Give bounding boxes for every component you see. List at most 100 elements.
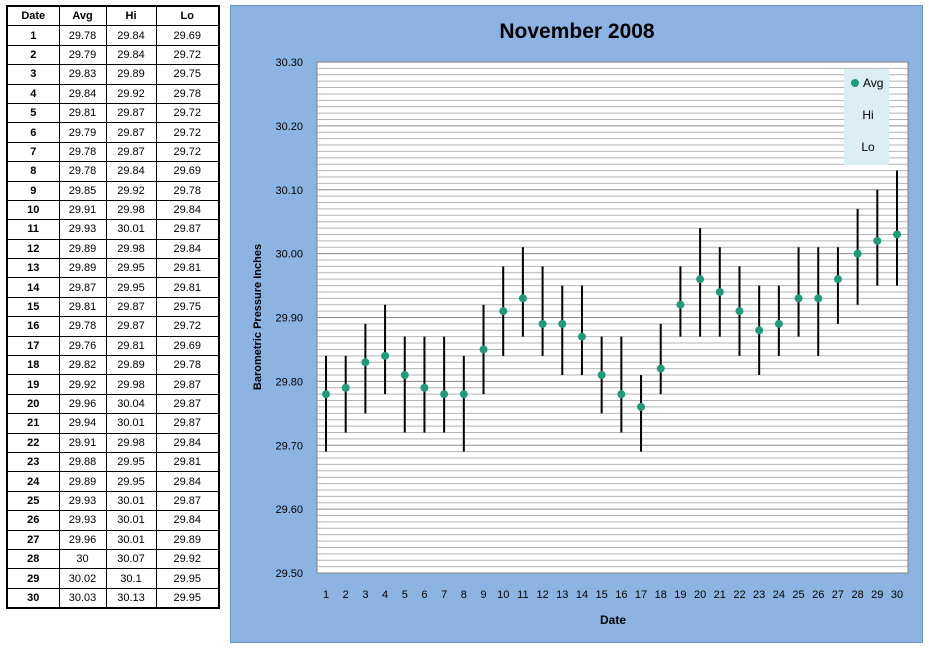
avg-point — [558, 319, 567, 328]
cell-date: 11 — [6, 219, 60, 240]
avg-point — [499, 307, 508, 316]
cell-avg: 29.76 — [58, 335, 107, 357]
cell-hi: 30.13 — [105, 587, 157, 609]
cell-avg: 29.93 — [58, 510, 107, 531]
avg-point — [873, 236, 882, 245]
cell-lo: 29.89 — [155, 529, 220, 550]
x-tick-label: 5 — [402, 589, 408, 601]
plot-frame — [316, 61, 909, 574]
cell-lo: 29.81 — [155, 258, 220, 279]
cell-avg: 29.88 — [58, 451, 107, 473]
table-row: 10 29.91 29.98 29.84 — [6, 199, 220, 221]
cell-date: 7 — [6, 141, 60, 163]
x-tick-label: 17 — [635, 589, 647, 601]
avg-markers — [322, 230, 901, 411]
cell-avg: 29.78 — [58, 25, 107, 46]
cell-lo: 29.87 — [155, 490, 220, 512]
x-tick-label: 26 — [812, 589, 824, 601]
cell-lo: 29.81 — [155, 277, 220, 298]
y-axis-label: Barometric Pressure Inches — [252, 244, 264, 390]
legend-avg-marker — [851, 79, 859, 87]
header-avg: Avg — [58, 5, 107, 27]
x-tick-label: 19 — [674, 589, 686, 601]
avg-point — [597, 370, 606, 379]
header-lo: Lo — [155, 5, 220, 27]
y-tick-label: 29.90 — [275, 313, 303, 325]
cell-hi: 29.84 — [105, 25, 157, 46]
table-row: 13 29.89 29.95 29.81 — [6, 258, 220, 279]
cell-date: 9 — [6, 180, 60, 201]
x-tick-label: 28 — [851, 589, 863, 601]
avg-point — [755, 326, 764, 335]
y-tick-label: 30.20 — [275, 121, 303, 133]
cell-hi: 29.98 — [105, 432, 157, 453]
y-tick-label: 29.60 — [275, 504, 303, 516]
x-tick-label: 15 — [596, 589, 608, 601]
cell-date: 14 — [6, 277, 60, 298]
cell-lo: 29.81 — [155, 451, 220, 473]
cell-avg: 29.91 — [58, 432, 107, 453]
y-tick-label: 29.50 — [275, 568, 303, 580]
x-tick-label: 11 — [517, 589, 528, 601]
cell-hi: 30.01 — [105, 219, 157, 240]
table-row: 7 29.78 29.87 29.72 — [6, 141, 220, 163]
x-tick-label: 18 — [655, 589, 667, 601]
cell-lo: 29.87 — [155, 374, 220, 395]
cell-lo: 29.87 — [155, 393, 220, 415]
table-row: 30 30.03 30.13 29.95 — [6, 587, 220, 609]
cell-lo: 29.72 — [155, 102, 220, 124]
x-tick-label: 1 — [323, 589, 329, 601]
x-tick-label: 6 — [421, 589, 427, 601]
cell-date: 28 — [6, 548, 60, 570]
cell-lo: 29.84 — [155, 238, 220, 260]
cell-hi: 30.07 — [105, 548, 157, 570]
cell-hi: 30.1 — [105, 568, 157, 589]
table-row: 23 29.88 29.95 29.81 — [6, 451, 220, 473]
x-tick-label: 22 — [733, 589, 745, 601]
cell-avg: 29.93 — [58, 490, 107, 512]
cell-avg: 29.93 — [58, 219, 107, 240]
y-tick-label: 30.10 — [275, 185, 303, 197]
x-tick-label: 4 — [382, 589, 388, 601]
cell-date: 22 — [6, 432, 60, 453]
cell-avg: 29.89 — [58, 258, 107, 279]
cell-hi: 29.81 — [105, 335, 157, 357]
cell-avg: 29.96 — [58, 393, 107, 415]
cell-lo: 29.87 — [155, 219, 220, 240]
cell-hi: 30.01 — [105, 510, 157, 531]
table-row: 28 30 30.07 29.92 — [6, 548, 220, 570]
cell-date: 19 — [6, 374, 60, 395]
cell-avg: 29.82 — [58, 355, 107, 376]
cell-date: 1 — [6, 25, 60, 46]
cell-avg: 29.85 — [58, 180, 107, 201]
table-row: 22 29.91 29.98 29.84 — [6, 432, 220, 453]
cell-avg: 29.89 — [58, 471, 107, 492]
legend-hi-label: Hi — [862, 108, 873, 122]
cell-avg: 29.81 — [58, 296, 107, 318]
avg-point — [400, 370, 409, 379]
table-row: 12 29.89 29.98 29.84 — [6, 238, 220, 260]
header-date: Date — [6, 5, 60, 27]
cell-date: 4 — [6, 83, 60, 104]
cell-hi: 29.95 — [105, 451, 157, 473]
cell-date: 16 — [6, 316, 60, 337]
table-row: 16 29.78 29.87 29.72 — [6, 316, 220, 337]
table-row: 8 29.78 29.84 29.69 — [6, 161, 220, 182]
y-tick-label: 29.80 — [275, 376, 303, 388]
x-tick-label: 21 — [714, 589, 726, 601]
cell-lo: 29.69 — [155, 161, 220, 182]
cell-date: 17 — [6, 335, 60, 357]
cell-hi: 29.95 — [105, 471, 157, 492]
cell-hi: 29.92 — [105, 83, 157, 104]
avg-point — [381, 351, 390, 360]
cell-avg: 29.87 — [58, 277, 107, 298]
table-row: 11 29.93 30.01 29.87 — [6, 219, 220, 240]
table-row: 18 29.82 29.89 29.78 — [6, 355, 220, 376]
cell-date: 5 — [6, 102, 60, 124]
avg-point — [637, 402, 646, 411]
cell-date: 12 — [6, 238, 60, 260]
cell-hi: 29.95 — [105, 258, 157, 279]
avg-point — [322, 390, 330, 399]
cell-avg: 29.96 — [58, 529, 107, 550]
cell-lo: 29.72 — [155, 141, 220, 163]
